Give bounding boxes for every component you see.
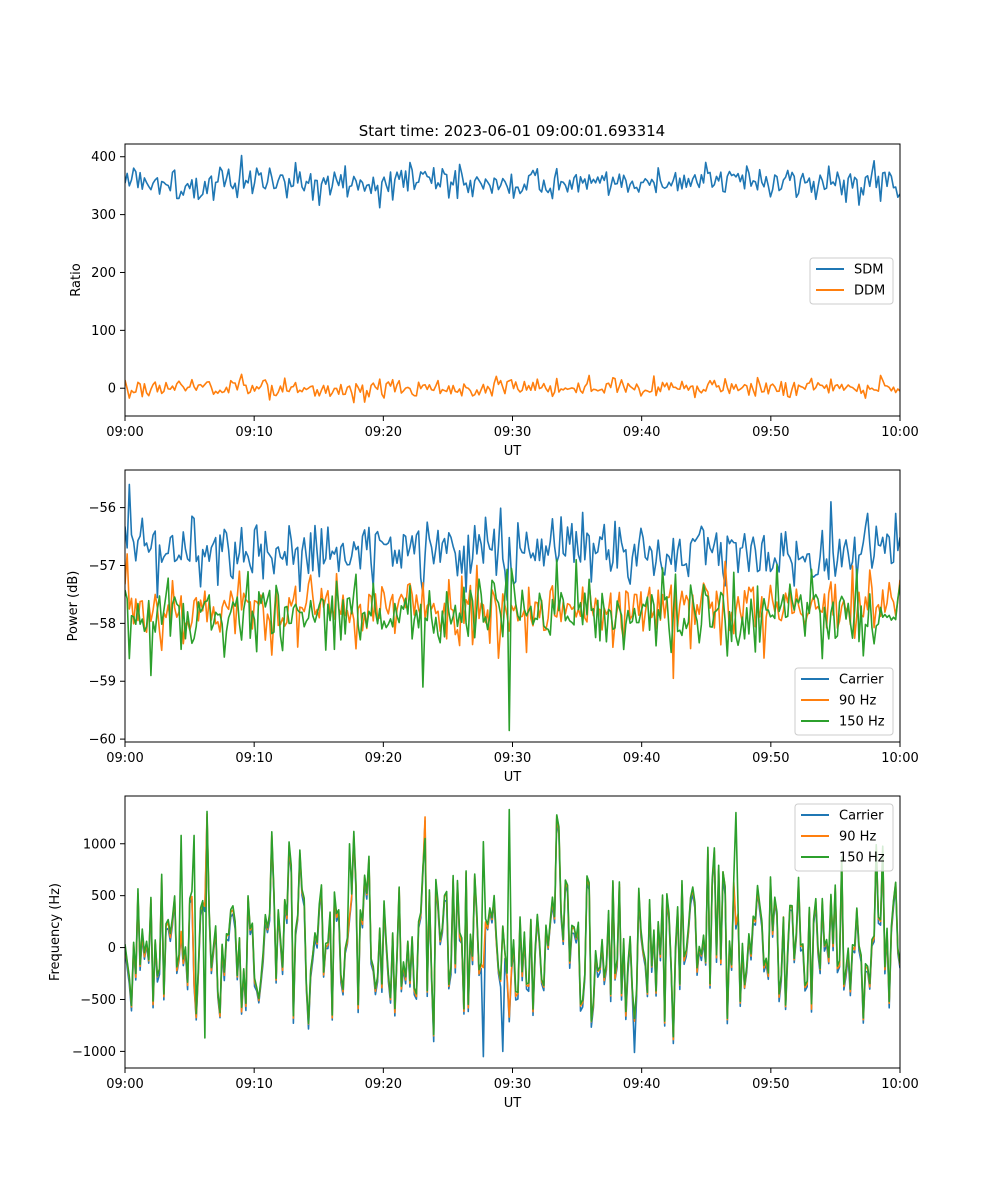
series-line-150-hz — [125, 808, 900, 1039]
series-line-sdm — [125, 154, 900, 209]
legend-label: Carrier — [839, 809, 884, 824]
x-tick-label: 09:40 — [623, 751, 660, 766]
y-tick-label: −57 — [89, 559, 116, 574]
x-tick-label: 09:20 — [365, 1077, 402, 1092]
x-tick-label: 09:50 — [752, 751, 789, 766]
plot-area — [125, 483, 900, 732]
x-tick-label: 09:40 — [623, 1077, 660, 1092]
legend-label: 90 Hz — [839, 830, 876, 845]
y-tick-label: 0 — [108, 941, 116, 956]
x-tick-label: 09:30 — [494, 1077, 531, 1092]
series-line-90-hz — [125, 553, 900, 680]
y-axis-label: Frequency (Hz) — [48, 883, 63, 981]
y-axis-label: Power (dB) — [66, 571, 81, 642]
x-tick-label: 09:00 — [106, 425, 143, 440]
y-tick-label: −500 — [80, 993, 116, 1008]
plot-area — [125, 154, 900, 404]
legend-label: DDM — [854, 284, 885, 299]
y-tick-label: 500 — [91, 889, 116, 904]
panel-1: 09:00 09:10 09:20 09:30 09:40 09:50 10:00 UT 0 10… — [69, 143, 919, 459]
x-tick-label: 10:00 — [881, 425, 918, 440]
x-tick-label: 09:40 — [623, 425, 660, 440]
x-tick-label: 10:00 — [881, 751, 918, 766]
panels: 09:00 09:10 09:20 09:30 09:40 09:50 10:00 UT 0 10… — [48, 143, 919, 1111]
y-tick-label: 200 — [91, 266, 116, 281]
x-tick-label: 09:10 — [235, 1077, 272, 1092]
figure-title: Start time: 2023-06-01 09:00:01.693314 — [359, 122, 665, 140]
legend-label: Carrier — [839, 673, 884, 688]
x-axis-label: UT — [504, 1096, 522, 1111]
x-tick-label: 09:00 — [106, 751, 143, 766]
x-tick-label: 09:10 — [235, 425, 272, 440]
panel-3: 09:00 09:10 09:20 09:30 09:40 09:50 10:00 UT −10… — [48, 795, 919, 1111]
legend-box — [794, 803, 894, 872]
panel-2: 09:00 09:10 09:20 09:30 09:40 09:50 10:00 UT −60… — [66, 469, 919, 785]
x-tick-label: 09:10 — [235, 751, 272, 766]
legend: Carrier 90 Hz 150 Hz — [794, 803, 894, 872]
y-tick-label: −56 — [89, 501, 116, 516]
x-tick-label: 09:30 — [494, 425, 531, 440]
y-tick-label: −1000 — [72, 1045, 116, 1060]
legend-label: 90 Hz — [839, 694, 876, 709]
series-line-ddm — [125, 373, 900, 404]
y-tick-label: 0 — [108, 382, 116, 397]
y-tick-label: 100 — [91, 324, 116, 339]
legend-label: 150 Hz — [839, 715, 885, 730]
x-tick-label: 10:00 — [881, 1077, 918, 1092]
x-tick-label: 09:20 — [365, 751, 402, 766]
plot-area — [125, 808, 900, 1058]
x-tick-label: 09:20 — [365, 425, 402, 440]
x-tick-label: 09:50 — [752, 425, 789, 440]
y-axis-label: Ratio — [69, 263, 84, 296]
y-tick-label: 1000 — [83, 837, 116, 852]
y-tick-label: −60 — [89, 733, 116, 748]
x-tick-label: 09:00 — [106, 1077, 143, 1092]
x-tick-label: 09:30 — [494, 751, 531, 766]
y-tick-label: 400 — [91, 150, 116, 165]
y-tick-label: −59 — [89, 675, 116, 690]
legend: SDM DDM — [809, 257, 894, 305]
x-axis-label: UT — [504, 770, 522, 785]
x-axis-label: UT — [504, 444, 522, 459]
series-line-150-hz — [125, 558, 900, 732]
legend-label: SDM — [854, 263, 883, 278]
legend: Carrier 90 Hz 150 Hz — [794, 667, 894, 736]
legend-label: 150 Hz — [839, 851, 885, 866]
legend-box — [794, 667, 894, 736]
x-tick-label: 09:50 — [752, 1077, 789, 1092]
y-tick-label: −58 — [89, 617, 116, 632]
y-tick-label: 300 — [91, 208, 116, 223]
